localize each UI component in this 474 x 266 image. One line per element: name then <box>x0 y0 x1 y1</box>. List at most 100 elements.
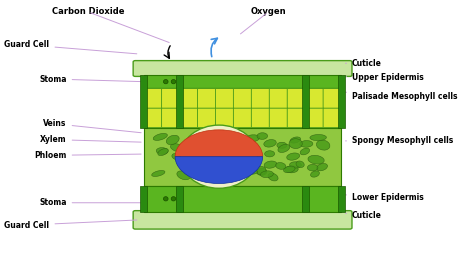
FancyBboxPatch shape <box>180 89 198 108</box>
Ellipse shape <box>217 162 230 171</box>
Ellipse shape <box>214 134 228 142</box>
Ellipse shape <box>277 142 287 148</box>
Ellipse shape <box>316 164 328 171</box>
Ellipse shape <box>206 143 219 151</box>
FancyBboxPatch shape <box>287 89 306 108</box>
Text: Stoma: Stoma <box>39 198 141 207</box>
FancyBboxPatch shape <box>162 108 180 127</box>
Ellipse shape <box>287 153 300 160</box>
Bar <box>176 186 183 212</box>
Ellipse shape <box>257 168 267 176</box>
Ellipse shape <box>264 161 277 168</box>
Bar <box>144 88 341 128</box>
FancyBboxPatch shape <box>133 211 352 229</box>
Ellipse shape <box>152 171 165 176</box>
Ellipse shape <box>205 153 219 159</box>
Bar <box>302 75 309 128</box>
Bar <box>140 75 147 128</box>
Ellipse shape <box>158 149 168 156</box>
FancyBboxPatch shape <box>251 108 270 127</box>
FancyBboxPatch shape <box>216 108 234 127</box>
FancyBboxPatch shape <box>251 89 270 108</box>
Ellipse shape <box>182 161 194 169</box>
Text: Oxygen: Oxygen <box>250 7 286 16</box>
Ellipse shape <box>276 163 286 169</box>
Wedge shape <box>175 157 263 184</box>
Ellipse shape <box>300 140 313 147</box>
Ellipse shape <box>290 137 301 143</box>
Ellipse shape <box>177 171 190 180</box>
Ellipse shape <box>226 138 234 148</box>
Ellipse shape <box>245 145 256 152</box>
FancyBboxPatch shape <box>144 108 162 127</box>
Text: Guard Cell: Guard Cell <box>4 220 137 230</box>
FancyBboxPatch shape <box>305 89 324 108</box>
Ellipse shape <box>172 153 183 160</box>
Ellipse shape <box>200 166 213 176</box>
Ellipse shape <box>289 139 302 149</box>
Ellipse shape <box>278 144 290 152</box>
Ellipse shape <box>171 144 184 152</box>
Ellipse shape <box>300 148 310 155</box>
FancyBboxPatch shape <box>323 89 341 108</box>
FancyBboxPatch shape <box>162 89 180 108</box>
Ellipse shape <box>290 162 301 168</box>
Ellipse shape <box>296 161 304 168</box>
Text: Carbon Dioxide: Carbon Dioxide <box>52 7 124 16</box>
Ellipse shape <box>180 125 257 188</box>
Text: Spongy Mesophyll cells: Spongy Mesophyll cells <box>346 136 453 146</box>
Ellipse shape <box>308 155 324 164</box>
Ellipse shape <box>190 160 205 168</box>
Ellipse shape <box>156 148 168 154</box>
Text: Phloem: Phloem <box>34 151 141 160</box>
Ellipse shape <box>307 164 318 171</box>
Text: Cuticle: Cuticle <box>346 59 382 68</box>
Bar <box>176 75 183 128</box>
Ellipse shape <box>153 133 167 140</box>
Ellipse shape <box>264 151 274 157</box>
Bar <box>144 75 341 88</box>
Text: Stoma: Stoma <box>39 74 141 84</box>
FancyBboxPatch shape <box>133 61 352 76</box>
Ellipse shape <box>256 167 266 175</box>
FancyBboxPatch shape <box>233 89 252 108</box>
Ellipse shape <box>171 197 176 201</box>
Ellipse shape <box>223 165 234 171</box>
Ellipse shape <box>209 143 224 152</box>
Ellipse shape <box>310 135 327 141</box>
Ellipse shape <box>181 145 193 153</box>
FancyBboxPatch shape <box>180 108 198 127</box>
Bar <box>144 128 341 186</box>
FancyBboxPatch shape <box>144 89 162 108</box>
Ellipse shape <box>310 171 319 177</box>
FancyBboxPatch shape <box>287 108 306 127</box>
Text: Palisade Mesophyll cells: Palisade Mesophyll cells <box>346 92 457 101</box>
Ellipse shape <box>264 140 276 147</box>
Ellipse shape <box>208 168 223 178</box>
Ellipse shape <box>257 133 268 139</box>
FancyBboxPatch shape <box>198 108 216 127</box>
Ellipse shape <box>317 140 330 150</box>
Text: Veins: Veins <box>43 119 141 133</box>
Bar <box>338 75 345 128</box>
Ellipse shape <box>242 169 258 174</box>
FancyBboxPatch shape <box>305 108 324 127</box>
FancyBboxPatch shape <box>198 89 216 108</box>
Ellipse shape <box>245 135 260 142</box>
Ellipse shape <box>236 153 247 158</box>
Ellipse shape <box>261 171 273 178</box>
Ellipse shape <box>285 166 298 173</box>
Text: Cuticle: Cuticle <box>346 211 382 221</box>
Ellipse shape <box>164 80 168 84</box>
FancyBboxPatch shape <box>269 89 288 108</box>
Bar <box>140 186 147 212</box>
FancyBboxPatch shape <box>233 108 252 127</box>
Ellipse shape <box>268 173 278 181</box>
Text: Guard Cell: Guard Cell <box>4 40 137 54</box>
Ellipse shape <box>192 133 205 141</box>
Ellipse shape <box>192 157 207 163</box>
Text: Upper Epidermis: Upper Epidermis <box>346 73 424 82</box>
Ellipse shape <box>213 148 227 155</box>
Ellipse shape <box>164 197 168 201</box>
Ellipse shape <box>200 158 215 165</box>
